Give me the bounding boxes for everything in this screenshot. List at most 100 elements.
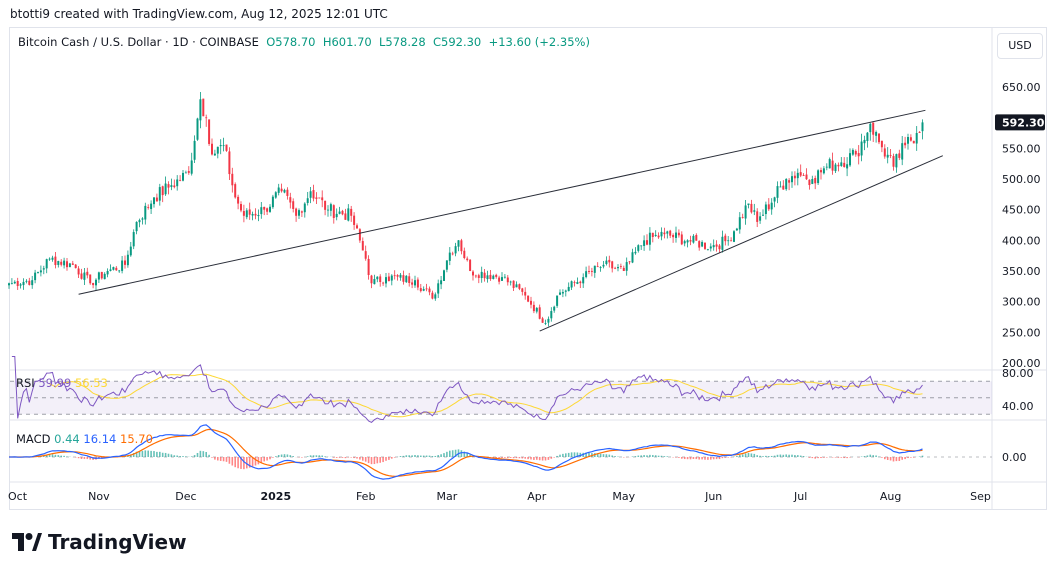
macd-histogram-bar (666, 456, 669, 457)
macd-histogram-bar (614, 456, 616, 457)
macd-histogram-bar (309, 455, 312, 457)
macd-histogram-bar (762, 456, 764, 457)
macd-histogram-bar (538, 457, 541, 461)
candle-body (912, 140, 915, 144)
price-tick-label: 500.00 (1002, 173, 1041, 186)
candle-body (602, 264, 605, 267)
macd-histogram-bar (469, 454, 471, 457)
macd-histogram-bar (515, 457, 518, 459)
candle-body (730, 240, 733, 242)
candle-body (158, 187, 161, 201)
rsi-ma-value: 56.53 (74, 376, 108, 390)
macd-histogram-bar (254, 457, 257, 466)
candle-body (25, 280, 28, 282)
candle-body (457, 240, 460, 247)
candle-body (495, 274, 498, 277)
macd-histogram-bar (498, 457, 500, 459)
macd-histogram-bar (173, 455, 176, 457)
candle-body (57, 261, 60, 265)
candle-body (596, 266, 599, 268)
candle-body (271, 196, 274, 208)
macd-histogram-bar (167, 453, 170, 457)
candle-body (422, 289, 425, 291)
macd-histogram-bar (570, 452, 573, 457)
candle-body (706, 249, 709, 251)
candle-body (735, 228, 738, 231)
macd-line (9, 424, 923, 480)
macd-histogram-bar (686, 457, 689, 460)
candle-body (637, 245, 640, 251)
macd-histogram-bar (840, 457, 843, 458)
macd-histogram-bar (225, 457, 228, 462)
macd-histogram-bar (770, 455, 773, 457)
candle-body (820, 170, 822, 173)
macd-histogram-bar (359, 457, 361, 460)
macd-histogram-bar (747, 452, 750, 457)
candle-body (802, 175, 805, 176)
tradingview-logo[interactable]: TradingView (12, 530, 187, 554)
low-value: L578.28 (379, 35, 426, 49)
macd-histogram-bar (246, 457, 248, 469)
candle-body (608, 259, 611, 263)
candle-body (512, 280, 515, 288)
macd-histogram-bar (712, 457, 715, 460)
macd-histogram-bar (367, 457, 370, 464)
macd-histogram-bar (260, 457, 263, 463)
macd-histogram-bar (512, 457, 515, 459)
macd-histogram-bar (547, 457, 550, 460)
candle-body (501, 277, 503, 281)
macd-histogram-bar (211, 457, 213, 458)
macd-histogram-bar (585, 452, 587, 457)
candle-body (51, 257, 54, 260)
candle-body (129, 246, 132, 256)
macd-histogram-bar (724, 457, 727, 458)
macd-histogram-bar (301, 457, 303, 458)
candle-body (10, 282, 13, 284)
candle-body (208, 119, 211, 144)
candle-body (921, 122, 924, 132)
macd-histogram-bar (605, 454, 608, 457)
macd-histogram-bar (376, 457, 379, 464)
candle-body (45, 259, 48, 269)
macd-histogram-bar (727, 457, 729, 458)
candle-body (8, 283, 10, 286)
candle-body (483, 272, 486, 279)
candle-body (907, 137, 909, 144)
rsi-value: 59.99 (38, 376, 72, 390)
candle-body (750, 203, 753, 213)
candle-body (576, 282, 579, 284)
candle-body (654, 234, 657, 236)
candle-body (106, 270, 109, 275)
candle-body (593, 265, 596, 273)
time-axis-label: Jun (704, 490, 722, 503)
candle-body (492, 275, 495, 279)
macd-histogram-bar (863, 456, 866, 457)
macd-histogram-bar (138, 451, 141, 457)
candle-body (799, 172, 802, 176)
candle-body (103, 273, 106, 280)
macd-histogram-bar (388, 457, 390, 460)
macd-histogram-bar (437, 455, 439, 457)
macd-histogram-bar (872, 455, 874, 457)
macd-histogram-bar (834, 457, 837, 458)
macd-histogram-bar (567, 452, 570, 457)
candle-body (590, 270, 593, 272)
time-axis-label: May (612, 490, 635, 503)
candle-body (361, 241, 364, 251)
candle-body (292, 201, 295, 209)
macd-histogram-bar (176, 455, 178, 457)
macd-histogram-bar (414, 455, 416, 457)
macd-histogram-bar (251, 457, 254, 467)
candle-body (849, 153, 851, 166)
candle-body (834, 164, 837, 172)
macd-histogram-bar (208, 454, 210, 457)
candle-body (759, 216, 762, 221)
macd-histogram-bar (135, 451, 138, 457)
candle-body (701, 242, 704, 247)
candle-body (63, 260, 66, 266)
candle-body (42, 268, 45, 270)
candle-body (77, 268, 80, 275)
macd-histogram-bar (768, 456, 770, 457)
currency-button[interactable]: USD (997, 33, 1043, 59)
